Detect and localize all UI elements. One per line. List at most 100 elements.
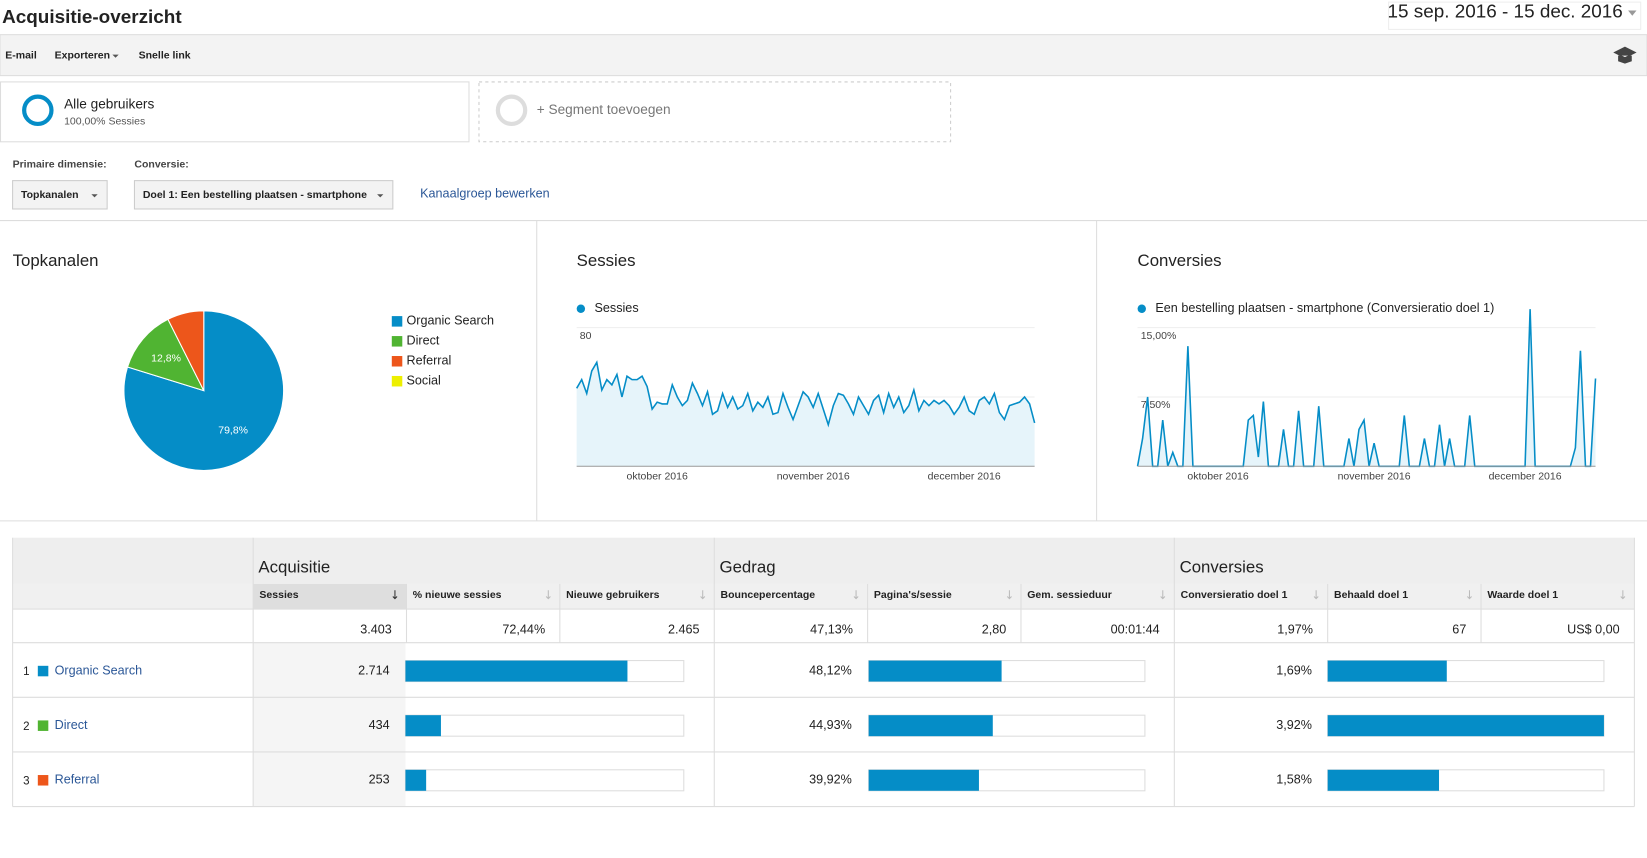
chart-title: Conversies <box>1138 251 1222 270</box>
total-value: US$ 0,00 <box>1567 622 1620 636</box>
pie-label: 79,8% <box>218 424 248 436</box>
column-header[interactable]: Behaald doel 1 <box>1334 589 1408 601</box>
table-group-row <box>12 537 1635 584</box>
add-segment[interactable]: + Segment toevoegen <box>537 102 671 117</box>
control-label: Conversie: <box>134 159 188 171</box>
sort-arrow <box>700 590 706 600</box>
bar-track <box>404 769 685 792</box>
control-label: Primaire dimensie: <box>13 159 107 171</box>
total-value: 2.465 <box>668 622 700 636</box>
y-tick-label: 7,50% <box>1141 399 1171 411</box>
sorted-header <box>253 583 407 610</box>
select-caret <box>91 194 98 198</box>
y-tick-label: 15,00% <box>1141 330 1177 342</box>
row-rank: 3 <box>23 775 29 787</box>
sort-arrow <box>1467 590 1472 600</box>
select-caret <box>377 194 384 198</box>
toolbar-button[interactable]: Snelle link <box>139 49 191 61</box>
legend-label: Social <box>406 374 440 388</box>
cell-value: 253 <box>369 773 390 787</box>
row-name[interactable]: Referral <box>55 773 100 787</box>
bar <box>1327 769 1440 791</box>
pie-slice <box>126 318 205 392</box>
legend-label: Referral <box>406 354 451 368</box>
toolbar-button[interactable]: Exporteren <box>55 49 110 61</box>
bar <box>1327 715 1604 737</box>
bar <box>868 660 1002 682</box>
row-name[interactable]: Organic Search <box>55 663 143 677</box>
column-header[interactable]: Waarde doel 1 <box>1487 589 1558 601</box>
total-value: 67 <box>1452 622 1466 636</box>
sort-arrow <box>1160 590 1166 600</box>
column-header[interactable]: Bouncepercentage <box>721 589 816 601</box>
legend-swatch <box>391 356 403 367</box>
area <box>576 362 1035 467</box>
legend-swatch <box>391 316 403 327</box>
row-swatch <box>37 775 49 786</box>
bar <box>405 660 628 682</box>
row-rank: 2 <box>23 721 29 733</box>
group-label: Conversies <box>1180 558 1264 577</box>
legend-label: Sessies <box>595 301 639 315</box>
column-header[interactable]: Pagina's/sessie <box>874 589 952 601</box>
row-swatch <box>37 665 49 677</box>
cell-value: 44,93% <box>809 718 852 732</box>
primary-select[interactable] <box>12 180 108 210</box>
sort-arrow <box>1620 590 1626 600</box>
select-value: Doel 1: Een bestelling plaatsen - smartp… <box>143 189 367 201</box>
toolbar-bar <box>0 34 1647 77</box>
segment-name: Alle gebruikers <box>64 97 154 112</box>
cell-value: 434 <box>369 718 390 732</box>
pie-slice <box>167 310 205 391</box>
date-picker[interactable] <box>1388 1 1642 30</box>
sorted-column-bg <box>253 642 406 807</box>
sort-arrow <box>392 590 398 600</box>
x-tick-label: oktober 2016 <box>1187 471 1248 483</box>
sort-arrow <box>853 590 859 600</box>
sort-arrow <box>1313 590 1319 600</box>
edit-link[interactable]: Kanaalgroep bewerken <box>420 187 550 201</box>
toolbar-button[interactable]: E-mail <box>5 49 37 61</box>
conversion-select[interactable] <box>133 180 394 210</box>
export-caret <box>112 54 119 58</box>
cell-value: 1,69% <box>1276 663 1312 677</box>
x-tick-label: december 2016 <box>1489 471 1562 483</box>
column-header[interactable]: Gem. sessieduur <box>1027 589 1112 601</box>
segment-add-box[interactable] <box>478 81 952 143</box>
cell-value: 39,92% <box>809 773 852 787</box>
bar-track <box>404 714 685 737</box>
legend-label: Organic Search <box>406 314 494 328</box>
cell-value: 3,92% <box>1276 718 1312 732</box>
segment-ring-empty <box>495 94 528 127</box>
area <box>1137 309 1596 467</box>
date-range[interactable]: 15 sep. 2016 - 15 dec. 2016 <box>1388 2 1623 23</box>
column-header[interactable]: Nieuwe gebruikers <box>566 589 660 601</box>
line <box>575 360 1036 428</box>
group-label: Gedrag <box>720 558 776 577</box>
cell-value: 2.714 <box>358 663 390 677</box>
segment-detail: 100,00% Sessies <box>64 116 145 128</box>
total-value: 00:01:44 <box>1111 622 1160 636</box>
total-value: 1,97% <box>1277 622 1313 636</box>
x-tick-label: oktober 2016 <box>627 471 688 483</box>
total-value: 3.403 <box>360 622 392 636</box>
page-title: Acquisitie-overzicht <box>2 7 182 28</box>
legend-swatch <box>391 375 403 387</box>
segment-active-box[interactable] <box>0 81 470 143</box>
x-tick-label: november 2016 <box>1338 471 1411 483</box>
x-tick-label: december 2016 <box>928 471 1001 483</box>
cell-value: 1,58% <box>1276 773 1312 787</box>
row-rank: 1 <box>23 666 29 678</box>
select-value: Topkanalen <box>21 189 79 201</box>
column-header[interactable]: Sessies <box>259 589 298 601</box>
legend-dot <box>1137 304 1146 313</box>
x-tick-label: november 2016 <box>777 471 850 483</box>
column-header[interactable]: Conversieratio doel 1 <box>1181 589 1288 601</box>
total-value: 47,13% <box>810 622 853 636</box>
bar <box>405 715 441 737</box>
column-header[interactable]: % nieuwe sessies <box>413 589 502 601</box>
row-name[interactable]: Direct <box>55 718 88 732</box>
group-label: Acquisitie <box>258 558 330 577</box>
